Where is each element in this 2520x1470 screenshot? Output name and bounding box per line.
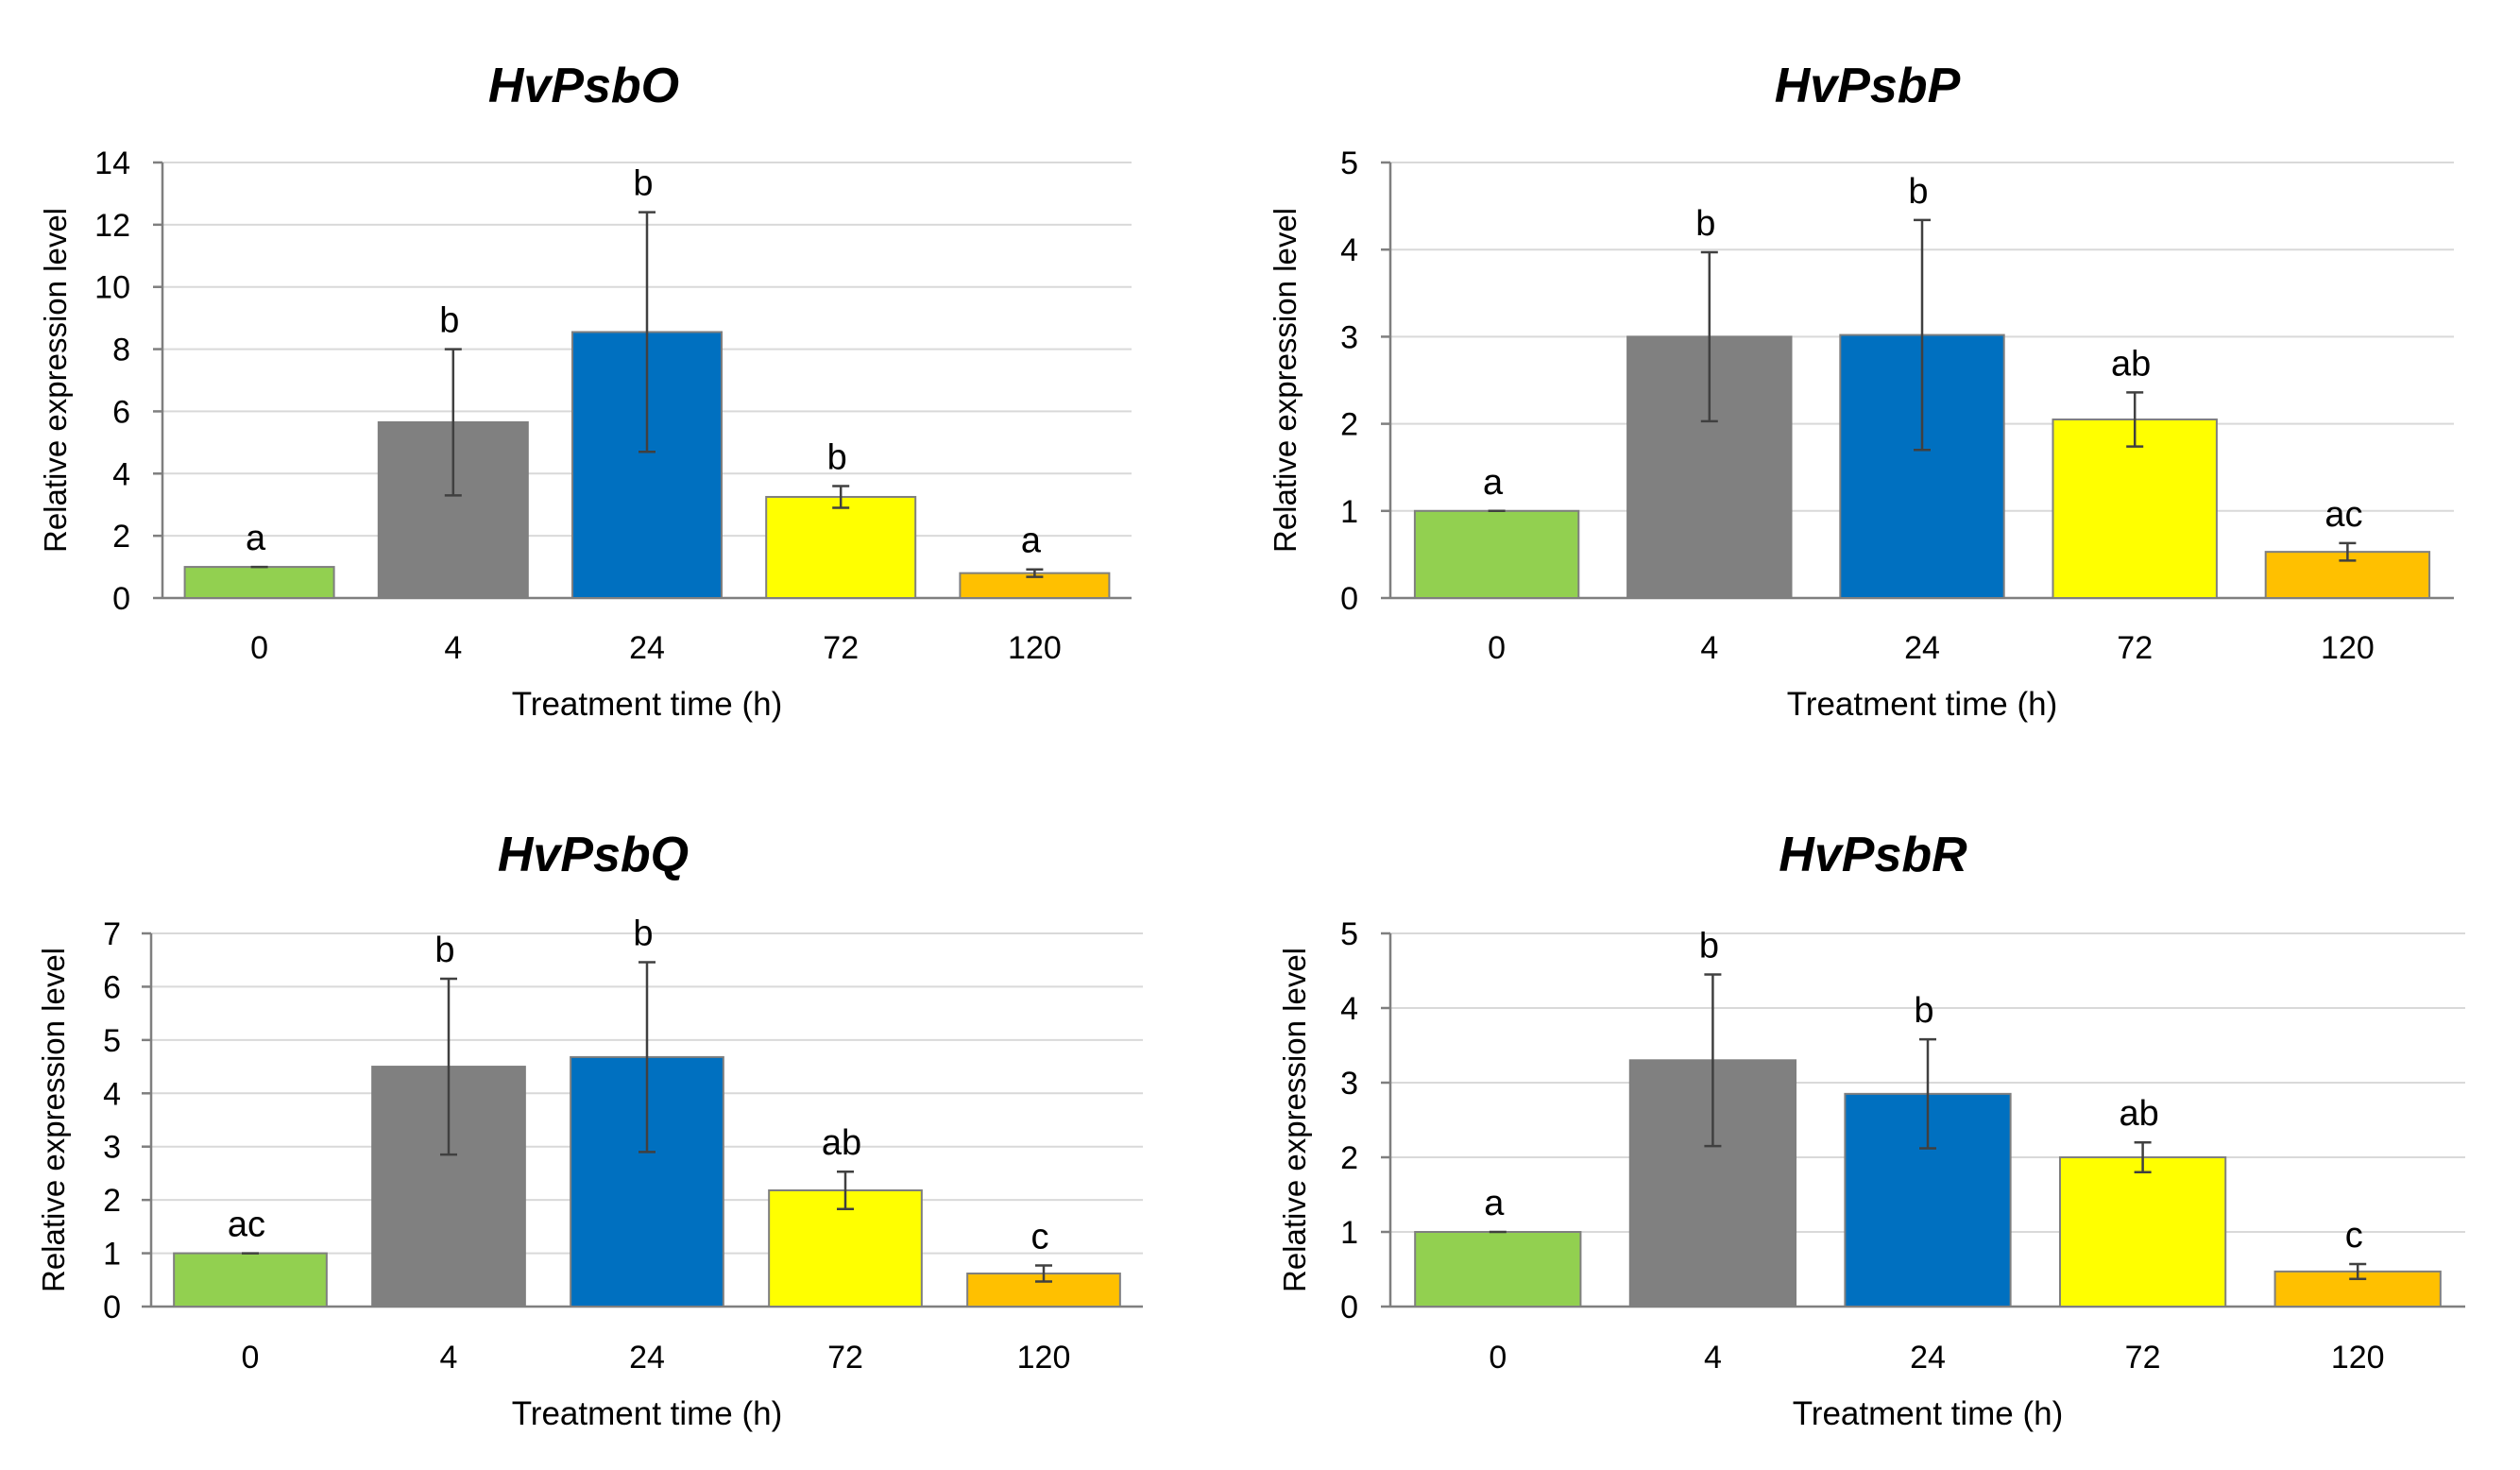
y-axis-label: Relative expression level <box>1268 208 1303 553</box>
x-tick-label: 72 <box>2117 630 2153 666</box>
y-tick-label: 1 <box>1340 1215 1358 1251</box>
y-axis-label: Relative expression level <box>36 948 71 1292</box>
chart-panel-2: 0 1 2 3 4 5 a 0 b 4 b 24 ab 72 ac 120 HvPsbP Treatment ti… <box>1268 59 2454 723</box>
y-tick-label: 2 <box>1340 1140 1358 1176</box>
x-tick-label: 24 <box>1910 1340 1946 1376</box>
bar-0 <box>1413 509 1580 599</box>
significance-letter: a <box>1483 463 1504 503</box>
y-tick-label: 3 <box>103 1130 121 1166</box>
x-tick-label: 24 <box>629 1340 665 1376</box>
y-tick-label: 2 <box>112 519 130 555</box>
bar-72 <box>2058 1156 2227 1308</box>
x-tick-label: 72 <box>827 1340 863 1376</box>
x-tick-label: 0 <box>250 630 268 666</box>
y-tick-label: 7 <box>103 916 121 952</box>
significance-letter: a <box>1484 1184 1505 1223</box>
bar-72 <box>2052 418 2218 599</box>
bar-0 <box>1414 1231 1582 1308</box>
significance-letter: ab <box>822 1123 861 1163</box>
chart-title: HvPsbQ <box>498 828 689 882</box>
significance-letter: b <box>827 437 847 477</box>
x-tick-label: 0 <box>1489 1340 1507 1376</box>
y-tick-label: 4 <box>112 456 130 492</box>
x-axis-label: Treatment time (h) <box>512 1395 783 1432</box>
x-tick-label: 72 <box>2125 1340 2161 1376</box>
x-tick-label: 24 <box>629 630 665 666</box>
y-tick-label: 8 <box>112 333 130 368</box>
y-axis-label: Relative expression level <box>38 208 73 553</box>
y-tick-label: 6 <box>103 969 121 1005</box>
significance-letter: b <box>1914 991 1933 1031</box>
significance-letter: ab <box>2111 344 2151 384</box>
x-axis-label: Treatment time (h) <box>1787 686 2058 723</box>
x-tick-label: 4 <box>1704 1340 1722 1376</box>
significance-letter: b <box>434 931 454 970</box>
chart-title: HvPsbP <box>1775 59 1961 113</box>
chart-title: HvPsbO <box>488 59 679 113</box>
significance-letter: ac <box>2324 495 2362 535</box>
x-tick-label: 120 <box>2321 630 2375 666</box>
y-tick-label: 2 <box>1340 407 1358 443</box>
y-tick-label: 3 <box>1340 319 1358 355</box>
x-axis-label: Treatment time (h) <box>1793 1395 2064 1432</box>
y-tick-label: 4 <box>103 1076 121 1112</box>
x-tick-label: 120 <box>2331 1340 2385 1376</box>
x-tick-label: 24 <box>1904 630 1940 666</box>
y-tick-label: 1 <box>1340 494 1358 530</box>
significance-letter: c <box>2345 1216 2363 1256</box>
x-tick-label: 72 <box>823 630 859 666</box>
x-tick-label: 4 <box>1700 630 1718 666</box>
y-tick-label: 12 <box>94 208 130 244</box>
significance-letter: b <box>1699 926 1719 966</box>
x-tick-label: 120 <box>1017 1340 1071 1376</box>
y-tick-label: 5 <box>1340 145 1358 181</box>
significance-letter: b <box>439 301 459 341</box>
y-axis-label: Relative expression level <box>1277 948 1312 1292</box>
y-tick-label: 4 <box>1340 232 1358 268</box>
chart-panel-3: 0 1 2 3 4 5 6 7 ac 0 b 4 b 24 ab 72 c 120 HvPsbQ Treatment … <box>36 828 1143 1432</box>
y-tick-label: 0 <box>112 581 130 617</box>
y-tick-label: 6 <box>112 394 130 430</box>
x-tick-label: 4 <box>440 1340 458 1376</box>
x-tick-label: 4 <box>444 630 462 666</box>
significance-letter: b <box>633 914 653 953</box>
y-tick-label: 10 <box>94 270 130 306</box>
y-tick-label: 0 <box>1340 581 1358 617</box>
significance-letter: ac <box>228 1205 265 1245</box>
chart-panel-1: 02468101214a0b4b24b72a120HvPsbOTreatment… <box>38 59 1132 723</box>
x-tick-label: 0 <box>242 1340 260 1376</box>
significance-letter: b <box>1908 172 1928 212</box>
bar-72 <box>765 495 917 599</box>
y-tick-label: 0 <box>1340 1290 1358 1325</box>
significance-letter: c <box>1031 1218 1049 1257</box>
y-tick-label: 4 <box>1340 991 1358 1027</box>
significance-letter: b <box>1695 204 1715 244</box>
y-tick-label: 3 <box>1340 1066 1358 1102</box>
chart-panel-4: 0 1 2 3 4 5 a 0 b 4 b 24 ab 72 c 120 HvPsbR Treatment tim… <box>1277 828 2465 1432</box>
x-axis-label: Treatment time (h) <box>512 686 783 723</box>
y-tick-label: 2 <box>103 1183 121 1219</box>
y-tick-label: 5 <box>1340 916 1358 952</box>
bar-0 <box>173 1252 328 1308</box>
chart-title: HvPsbR <box>1779 828 1967 882</box>
significance-letter: a <box>1021 521 1042 561</box>
significance-letter: b <box>633 164 653 204</box>
y-tick-label: 14 <box>94 145 130 181</box>
significance-letter: a <box>246 519 266 558</box>
x-tick-label: 0 <box>1488 630 1506 666</box>
significance-letter: ab <box>2119 1094 2158 1134</box>
y-tick-label: 5 <box>103 1023 121 1059</box>
y-tick-label: 1 <box>103 1237 121 1273</box>
y-tick-label: 0 <box>103 1290 121 1325</box>
x-tick-label: 120 <box>1008 630 1062 666</box>
bar-0 <box>183 566 335 599</box>
